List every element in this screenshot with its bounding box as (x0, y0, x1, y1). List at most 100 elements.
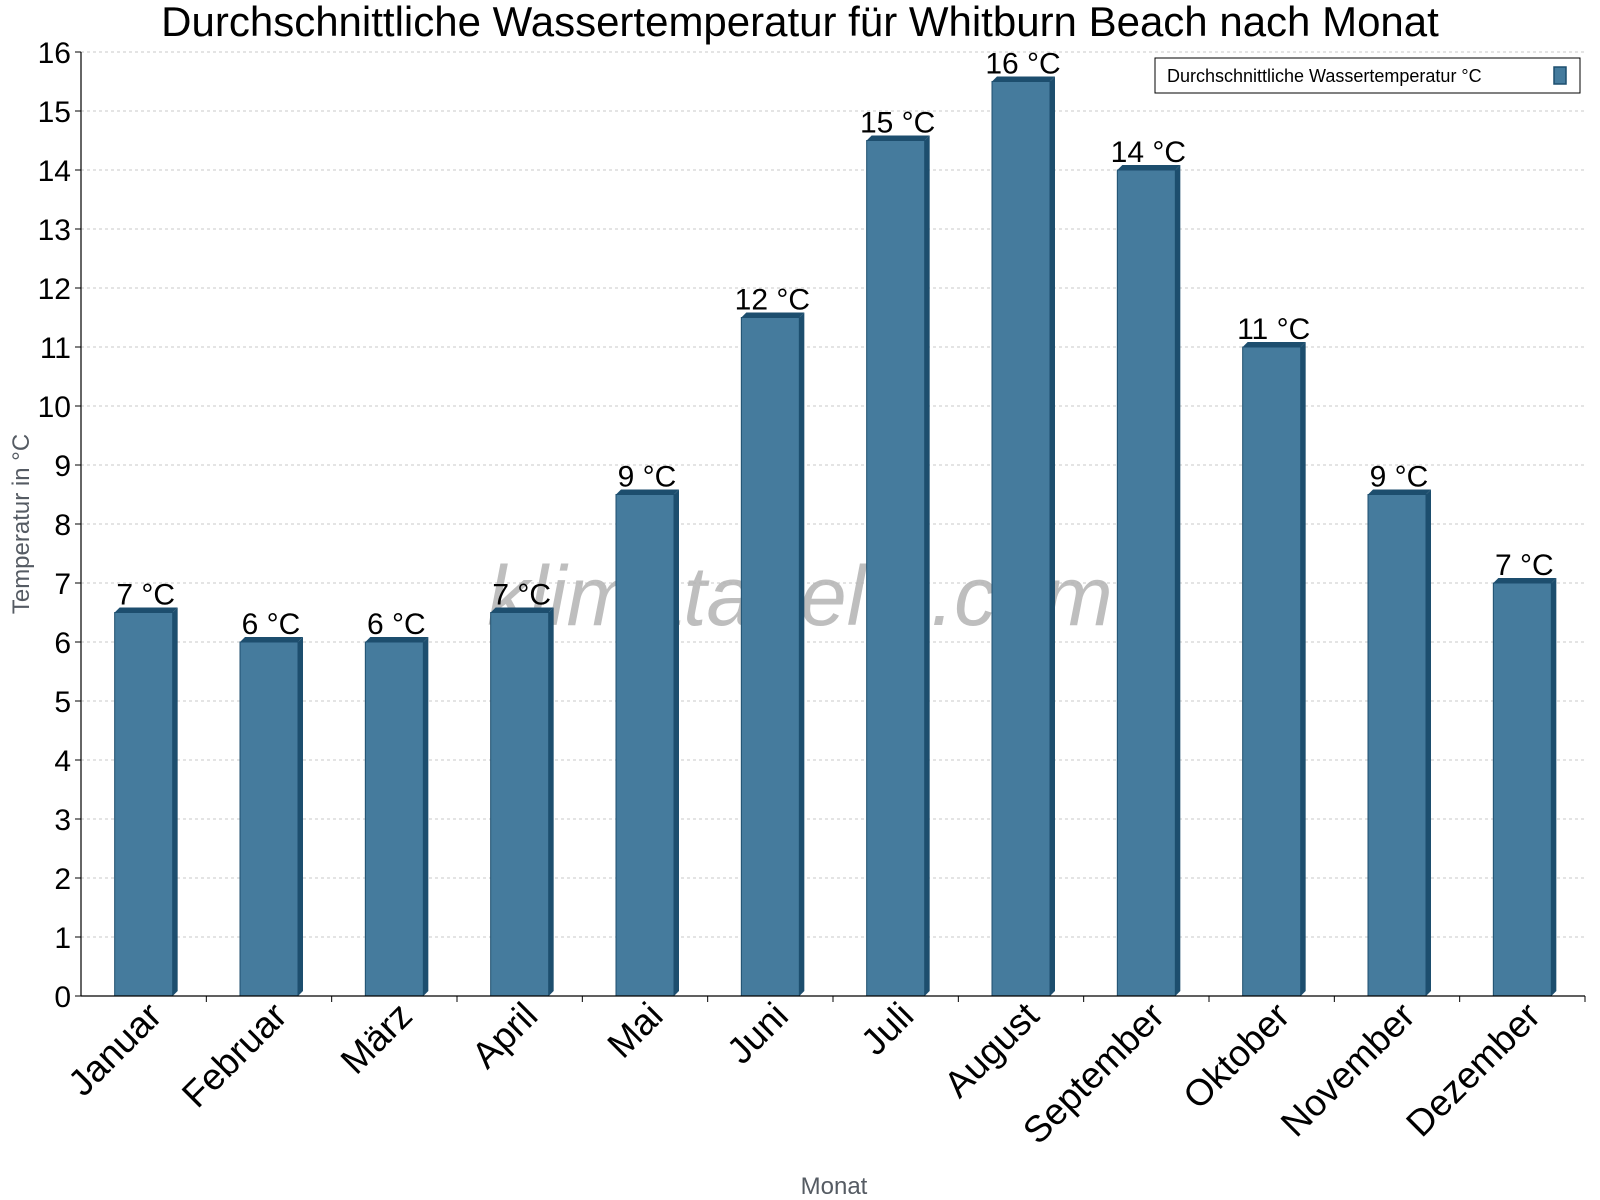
value-labels: 7 °C 6 °C 6 °C 7 °C 9 °C 12 °C 15 °C 16 °C 14 °C… (116, 48, 1553, 642)
bar-top (490, 607, 554, 613)
legend-box (1154, 57, 1581, 94)
bar-11 (1367, 489, 1431, 997)
bar-value-label: 9 °C (618, 461, 677, 494)
x-tick-label: Juni (719, 995, 796, 1072)
bar-front (364, 641, 424, 997)
bar-8 (991, 76, 1055, 997)
bar-value-label: 7 °C (116, 579, 175, 612)
y-tick-label: 15 (38, 96, 71, 129)
bar-front (1492, 582, 1552, 997)
y-axis-label: Temperatur in °C (8, 434, 35, 614)
x-tick-label: Januar (60, 995, 169, 1104)
bar-value-label: 14 °C (1111, 136, 1186, 169)
bar-value-label: 9 °C (1370, 461, 1429, 494)
bar-value-label: 16 °C (985, 48, 1060, 81)
bar-value-label: 6 °C (242, 608, 301, 641)
chart-title: Durchschnittliche Wassertemperatur für W… (161, 0, 1439, 45)
bar-front (740, 317, 800, 997)
y-tick-label: 7 (54, 568, 71, 601)
bar-front (615, 494, 675, 997)
bar-top (114, 607, 178, 613)
bars (114, 76, 1557, 997)
bar-side (924, 135, 930, 996)
y-tick-label: 6 (54, 627, 71, 660)
legend-swatch (1553, 66, 1567, 85)
bar-4 (490, 607, 554, 997)
y-tick-label: 12 (38, 273, 71, 306)
bar-value-label: 7 °C (1495, 549, 1554, 582)
bar-front (114, 612, 174, 997)
x-tick-label: Dezember (1398, 995, 1548, 1145)
x-tick-label: Mai (600, 995, 671, 1066)
bar-1 (114, 607, 178, 997)
bar-10 (1242, 342, 1306, 997)
bar-top (741, 312, 805, 318)
y-tick-label: 4 (54, 745, 71, 778)
bar-top (1117, 165, 1181, 170)
x-tick-label: April (464, 995, 545, 1076)
bar-front (991, 81, 1051, 997)
y-tick-label: 0 (54, 981, 71, 1014)
y-tick-label: 3 (54, 804, 71, 837)
y-tick-label: 1 (54, 922, 71, 955)
bar-side (1300, 342, 1306, 996)
bar-side (423, 637, 429, 996)
bar-top (866, 135, 930, 141)
x-tick-label: März (333, 995, 420, 1082)
legend-label: Durchschnittliche Wassertemperatur °C (1167, 66, 1482, 86)
y-tick-label: 10 (38, 391, 71, 424)
bar-front (1116, 169, 1176, 997)
bar-front (239, 641, 299, 997)
bar-side (799, 312, 805, 996)
bar-top (992, 76, 1055, 82)
bar-value-label: 6 °C (367, 608, 426, 641)
x-axis-ticks: Januar Februar März April Mai Juni Juli AugustS… (60, 994, 1586, 1152)
bar-value-label: 15 °C (860, 107, 935, 140)
bar-top (616, 489, 679, 495)
x-axis-label: Monat (801, 1173, 868, 1200)
x-tick-label: November (1273, 995, 1423, 1145)
bar-top (365, 637, 429, 642)
bar-top (1493, 578, 1557, 583)
bar-side (298, 637, 303, 996)
bar-side (548, 607, 554, 996)
x-tick-label: Februar (174, 995, 295, 1116)
y-tick-label: 16 (38, 37, 71, 70)
y-tick-label: 8 (54, 509, 71, 542)
bar-value-label: 12 °C (735, 284, 810, 317)
bar-3 (364, 637, 429, 997)
y-tick-label: 11 (40, 332, 71, 365)
bar-top (240, 637, 303, 642)
y-tick-label: 2 (54, 863, 71, 896)
bar-6 (740, 312, 805, 997)
bar-7 (866, 135, 930, 997)
y-tick-label: 5 (54, 686, 71, 719)
grid-lines (81, 51, 1585, 938)
bar-2 (239, 637, 303, 997)
bar-value-label: 7 °C (492, 579, 551, 612)
bar-side (172, 607, 178, 996)
bar-front (1242, 346, 1302, 997)
y-tick-label: 9 (54, 450, 71, 483)
bar-side (1551, 578, 1557, 996)
bar-side (674, 489, 679, 996)
bar-value-label: 11 °C (1237, 313, 1310, 346)
bar-top (1368, 489, 1431, 495)
bar-front (866, 140, 926, 997)
bar-front (490, 612, 550, 997)
y-tick-label: 13 (38, 214, 71, 247)
x-tick-label: Juli (853, 995, 921, 1063)
x-tick-label: Oktober (1175, 995, 1297, 1117)
bar-5 (615, 489, 679, 997)
bar-12 (1492, 578, 1557, 997)
bar-side (1050, 76, 1055, 996)
bar-top (1242, 342, 1306, 347)
legend: Durchschnittliche Wassertemperatur °C (1154, 57, 1581, 94)
bar-9 (1116, 165, 1181, 997)
bar-side (1426, 489, 1431, 996)
bar-front (1367, 494, 1427, 997)
bar-side (1175, 165, 1181, 996)
y-tick-label: 14 (38, 155, 71, 188)
